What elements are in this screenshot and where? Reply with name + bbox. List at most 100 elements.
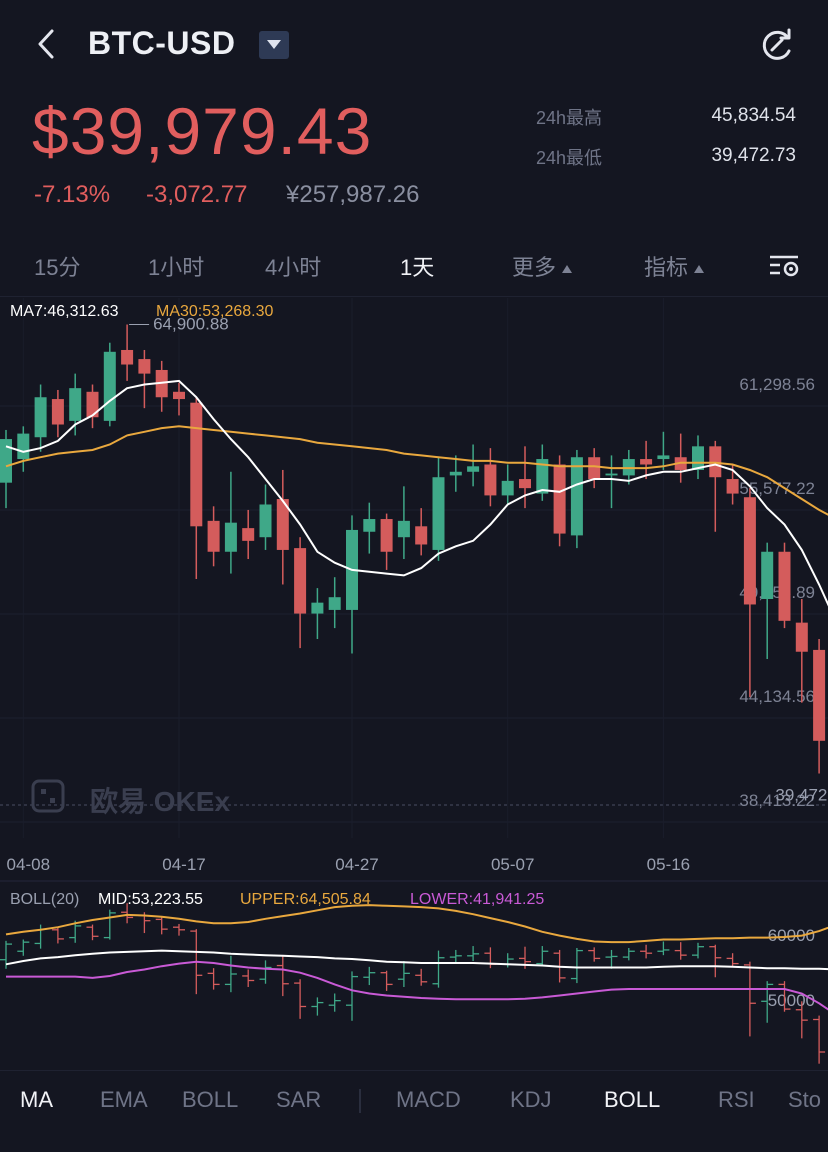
boll-bar <box>674 942 687 960</box>
candle-body <box>51 399 64 425</box>
candle[interactable] <box>121 324 134 381</box>
candle[interactable] <box>536 444 549 501</box>
candle[interactable] <box>640 440 653 480</box>
candle-body <box>311 602 324 614</box>
watermark-text: 欧易 OKEx <box>90 786 231 817</box>
candle[interactable] <box>328 577 341 629</box>
candle[interactable] <box>605 455 618 509</box>
candle[interactable] <box>155 360 168 412</box>
back-button[interactable] <box>28 24 68 64</box>
boll-name-legend: BOLL(20) <box>10 891 79 908</box>
boll-upper-legend: UPPER:64,505.84 <box>240 891 371 908</box>
candle[interactable] <box>761 542 774 660</box>
tab-macd[interactable]: MACD <box>396 1087 461 1112</box>
tab-ma[interactable]: MA <box>20 1087 53 1112</box>
change-amount: -3,072.77 <box>146 181 248 208</box>
chart-settings-button[interactable] <box>768 252 802 280</box>
candle[interactable] <box>346 515 358 654</box>
refresh-button[interactable] <box>758 26 796 64</box>
pair-title[interactable]: BTC-USD <box>88 25 236 61</box>
tab-1d[interactable]: 1天 <box>400 255 435 280</box>
tab-boll-sub[interactable]: BOLL <box>604 1087 661 1112</box>
candle[interactable] <box>276 469 289 585</box>
candle-body <box>17 433 30 460</box>
tab-ema[interactable]: EMA <box>100 1087 148 1112</box>
caret-up-icon <box>562 265 573 273</box>
candle[interactable] <box>259 484 272 550</box>
tab-sar[interactable]: SAR <box>276 1087 322 1112</box>
tab-indicators[interactable]: 指标 <box>644 250 705 282</box>
candle[interactable] <box>415 508 428 556</box>
candle[interactable] <box>17 426 30 472</box>
candle-body <box>467 466 480 472</box>
tab-1h[interactable]: 1小时 <box>148 255 205 280</box>
candle[interactable] <box>432 457 445 561</box>
candle[interactable] <box>467 444 480 487</box>
boll-bar <box>622 948 635 961</box>
candle[interactable] <box>709 440 722 532</box>
candle[interactable] <box>294 537 307 649</box>
candle[interactable] <box>778 542 791 629</box>
candle[interactable] <box>380 513 393 570</box>
candle[interactable] <box>311 588 324 640</box>
candle[interactable] <box>501 464 514 505</box>
tab-kdj[interactable]: KDJ <box>510 1087 552 1112</box>
candle[interactable] <box>138 349 151 409</box>
candle[interactable] <box>449 455 462 492</box>
boll-bar <box>640 944 653 959</box>
candle[interactable] <box>553 455 566 547</box>
candle-body <box>692 446 704 470</box>
okex-logo-icon <box>30 778 66 819</box>
candle[interactable] <box>224 471 237 574</box>
candle-body <box>605 473 618 476</box>
boll-bar <box>121 903 134 924</box>
tab-sto[interactable]: Sto <box>788 1087 822 1112</box>
candle[interactable] <box>69 373 82 436</box>
candle-body <box>207 520 220 552</box>
boll-upper-line <box>5 904 828 944</box>
pair-dropdown-button[interactable] <box>259 31 289 59</box>
candle[interactable] <box>207 506 220 567</box>
high-label: 24h最高 <box>536 108 603 128</box>
tab-rsi[interactable]: RSI <box>718 1087 755 1112</box>
candle-body <box>242 528 255 541</box>
tab-15m[interactable]: 15分 <box>34 255 81 280</box>
candle[interactable] <box>103 342 116 427</box>
candles <box>0 324 826 774</box>
candle-body <box>86 391 99 418</box>
candle[interactable] <box>692 435 704 480</box>
candle[interactable] <box>813 639 826 774</box>
candle[interactable] <box>51 389 64 438</box>
candle[interactable] <box>795 599 808 703</box>
candlestick-chart[interactable]: 61,298.56 55,577.22 49,855.89 44,134.56 38,4… <box>0 298 828 878</box>
candle[interactable] <box>0 429 12 509</box>
candle[interactable] <box>657 431 670 470</box>
candle[interactable] <box>397 486 410 560</box>
candle[interactable] <box>743 488 756 698</box>
candle-body <box>190 402 203 527</box>
candle[interactable] <box>484 448 497 507</box>
x-axis: 04-08 04-17 04-27 05-07 05-16 <box>7 855 691 874</box>
candle[interactable] <box>34 384 47 452</box>
boll-bar <box>397 961 410 987</box>
candle[interactable] <box>519 446 531 509</box>
candle[interactable] <box>363 502 376 554</box>
candle-body <box>0 439 12 483</box>
candle[interactable] <box>173 382 185 416</box>
settings-sliders-icon <box>770 255 799 277</box>
y-tick-label: 44,134.56 <box>739 687 815 706</box>
tab-boll-main[interactable]: BOLL <box>182 1087 239 1112</box>
candle-body <box>553 464 566 534</box>
x-tick-label: 04-17 <box>162 855 205 874</box>
tab-4h[interactable]: 4小时 <box>265 255 322 280</box>
candle[interactable] <box>86 384 99 429</box>
candle[interactable] <box>190 397 203 580</box>
candle[interactable] <box>588 448 601 489</box>
candle[interactable] <box>242 509 255 560</box>
candle[interactable] <box>674 433 687 483</box>
boll-bar <box>692 942 704 959</box>
tab-more[interactable]: 更多 <box>512 250 573 282</box>
candle[interactable] <box>570 449 583 549</box>
candle-body <box>640 459 653 465</box>
